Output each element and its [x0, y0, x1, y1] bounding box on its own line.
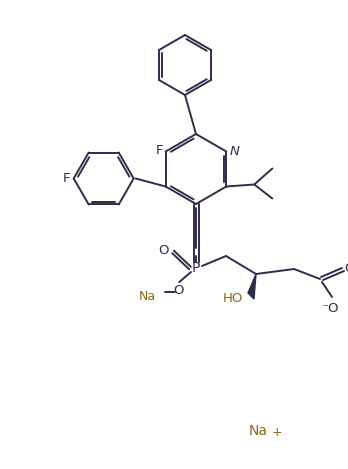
Text: F: F: [156, 144, 164, 157]
Text: O: O: [159, 244, 169, 257]
Text: Na: Na: [248, 424, 268, 438]
Text: F: F: [63, 172, 71, 185]
Text: O: O: [173, 284, 183, 297]
Text: O: O: [344, 262, 348, 274]
Text: P: P: [192, 261, 200, 275]
Text: ⁻O: ⁻O: [321, 302, 339, 315]
Text: Na: Na: [139, 290, 156, 303]
Text: HO: HO: [223, 292, 243, 304]
Text: N: N: [229, 145, 239, 158]
Polygon shape: [248, 274, 256, 299]
Text: +: +: [272, 426, 283, 439]
